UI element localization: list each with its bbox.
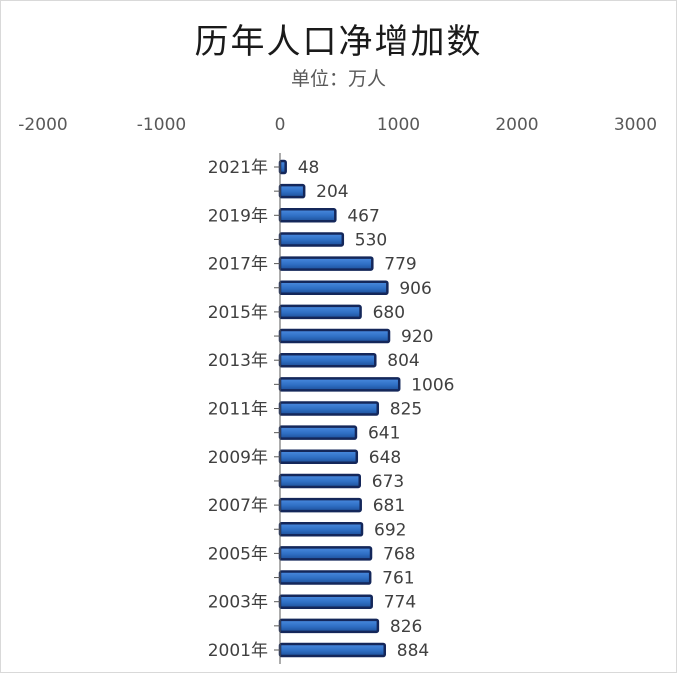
bar: [278, 183, 306, 199]
data-label: 774: [384, 593, 416, 613]
bar: [278, 642, 387, 658]
data-label: 825: [390, 400, 422, 420]
data-labels: 48 204 467 530 779 906 680 920 804 1006 825 641 648 6…: [298, 158, 455, 661]
bar: [278, 256, 374, 271]
data-label: 906: [399, 279, 431, 299]
bar: [278, 304, 362, 320]
bar: [278, 159, 287, 175]
x-tick-label: 0: [275, 115, 286, 135]
bar: [278, 522, 364, 537]
x-axis-ticks: -2000 -1000 0 1000 2000 3000: [18, 115, 657, 135]
category-label: 2005年: [208, 544, 268, 564]
x-tick-label: 1000: [377, 115, 420, 135]
category-label: 2013年: [208, 351, 268, 371]
bar: [278, 208, 337, 223]
x-tick-label: 3000: [614, 115, 657, 135]
data-label: 680: [373, 303, 405, 323]
category-label: 2021年: [208, 158, 268, 178]
bar: [278, 328, 391, 344]
data-label: 761: [382, 569, 414, 589]
bar: [278, 232, 345, 247]
data-label: 48: [298, 158, 320, 178]
data-label: 826: [390, 617, 422, 637]
data-label: 692: [374, 520, 406, 540]
category-label: 2011年: [208, 400, 268, 420]
data-label: 1006: [411, 375, 454, 395]
data-label: 920: [401, 327, 433, 347]
category-label: 2017年: [208, 255, 268, 275]
category-label: 2019年: [208, 206, 268, 226]
data-label: 467: [347, 206, 379, 226]
bar: [278, 401, 380, 416]
bar: [278, 425, 358, 440]
bar: [278, 546, 373, 561]
bar: [278, 594, 373, 609]
data-label: 884: [397, 641, 429, 661]
data-label: 204: [316, 182, 348, 202]
data-label: 673: [372, 472, 404, 492]
chart-subtitle: 单位：万人: [290, 68, 386, 90]
data-label: 641: [368, 424, 400, 444]
category-label: 2015年: [208, 303, 268, 323]
category-label: 2009年: [208, 448, 268, 468]
data-label: 648: [369, 448, 401, 468]
category-label: 2007年: [208, 496, 268, 516]
bar: [278, 352, 377, 368]
bar: [278, 497, 362, 513]
bar: [278, 449, 359, 465]
bar: [278, 618, 380, 634]
chart-title: 历年人口净增加数: [194, 22, 483, 62]
data-label: 681: [373, 496, 405, 516]
bar: [278, 473, 362, 489]
data-label: 804: [387, 351, 419, 371]
data-label: 779: [384, 255, 416, 275]
bar: [278, 570, 372, 585]
category-label: 2001年: [208, 641, 268, 661]
bar: [278, 280, 389, 295]
bar: [278, 377, 401, 392]
category-labels: 2021年 2019年 2017年 2015年 2013年 2011年 2009年 2007年…: [208, 158, 280, 661]
data-label: 530: [355, 230, 387, 250]
x-tick-label: -1000: [137, 115, 186, 135]
category-label: 2003年: [208, 593, 268, 613]
x-tick-label: 2000: [495, 115, 538, 135]
x-tick-label: -2000: [18, 115, 67, 135]
data-label: 768: [383, 544, 415, 564]
